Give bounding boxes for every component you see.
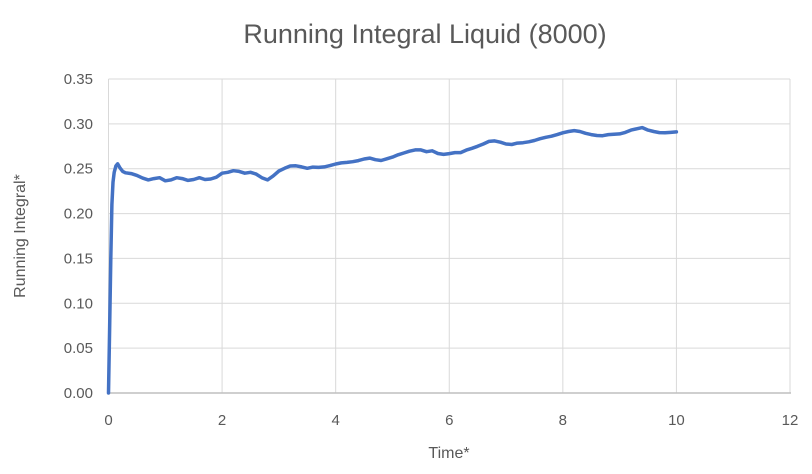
y-tick-label: 0.15 <box>64 250 93 267</box>
y-tick-label: 0.20 <box>64 206 93 223</box>
y-tick-label: 0.30 <box>64 116 93 133</box>
gridlines <box>108 78 791 393</box>
x-tick-label: 12 <box>782 412 799 429</box>
chart-title: Running Integral Liquid (8000) <box>243 19 606 49</box>
x-tick-label: 0 <box>104 412 112 429</box>
y-tick-label: 0.25 <box>64 161 93 178</box>
data-series-line <box>106 125 679 395</box>
y-tick-label: 0.05 <box>64 340 93 357</box>
x-tick-label: 4 <box>331 412 339 429</box>
y-axis-title: Running Integral* <box>12 174 29 298</box>
y-tick-label: 0.00 <box>64 385 93 402</box>
x-tick-label: 2 <box>218 412 226 429</box>
x-tick-label: 10 <box>668 412 685 429</box>
x-tick-label: 8 <box>559 412 567 429</box>
axis-tick-labels: 0.00 0.05 0.10 0.15 0.20 0.25 0.30 0.35 0 2 4 6 8 10 1… <box>64 71 799 429</box>
x-tick-label: 6 <box>445 412 453 429</box>
series-line <box>106 125 679 395</box>
y-tick-label: 0.10 <box>64 295 93 312</box>
x-axis-title: Time* <box>428 445 469 462</box>
y-tick-label: 0.35 <box>64 71 93 88</box>
